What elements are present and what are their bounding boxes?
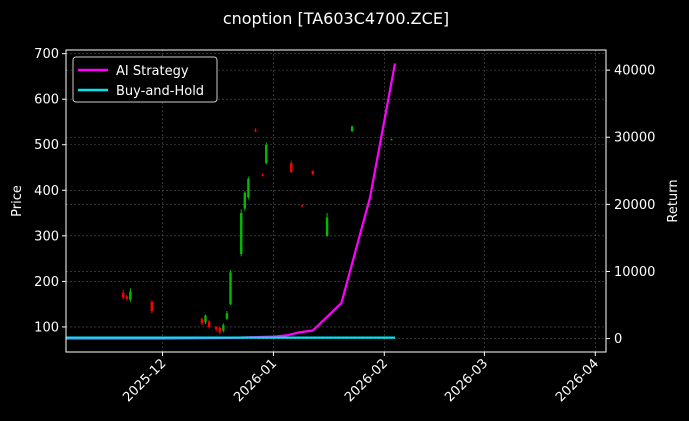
left-tick-label: 100	[34, 320, 59, 335]
candle-body	[129, 291, 132, 300]
candle	[150, 300, 154, 314]
plot-frame	[65, 49, 607, 353]
candle	[254, 128, 257, 132]
right-tick-label: 10000	[614, 265, 655, 280]
candle-body	[122, 292, 125, 298]
candle	[247, 176, 250, 200]
legend-ai-strategy-label: AI Strategy	[116, 64, 189, 79]
left-tick-label: 400	[34, 184, 59, 199]
candle-body	[214, 326, 218, 330]
candle	[214, 326, 218, 332]
right-tick-label: 40000	[614, 64, 655, 79]
left-tick-label: 600	[34, 93, 59, 108]
candle-body	[204, 315, 207, 323]
candle	[207, 320, 211, 329]
right-tick-label: 20000	[614, 198, 655, 213]
candle-body	[240, 213, 243, 255]
candle-body	[311, 171, 314, 174]
candle	[243, 191, 247, 211]
candle-body	[218, 327, 221, 333]
left-tick-label: 300	[34, 229, 59, 244]
candle-body	[265, 144, 268, 163]
candle	[229, 270, 232, 306]
candle	[204, 314, 207, 325]
legend: AI Strategy Buy-and-Hold	[72, 56, 218, 103]
candle-body	[222, 325, 225, 331]
left-tick-label: 500	[34, 138, 59, 153]
legend-buy-and-hold-label: Buy-and-Hold	[116, 84, 204, 99]
left-tick-label: 200	[34, 275, 59, 290]
candle-body	[125, 296, 128, 299]
candle	[265, 142, 268, 165]
return-lines	[66, 63, 397, 340]
candle-body	[254, 130, 257, 132]
candle	[200, 317, 204, 326]
candle	[129, 288, 132, 302]
candle-body	[200, 318, 204, 324]
candle	[311, 170, 314, 175]
right-axis-ticks: 0 10000 20000 30000 40000	[606, 64, 655, 347]
candle	[350, 125, 354, 132]
candle-body	[150, 301, 154, 312]
legend-box	[72, 56, 218, 103]
candle	[240, 209, 243, 257]
candle-body	[390, 139, 393, 141]
candlesticks	[122, 125, 393, 335]
candle-body	[243, 192, 247, 209]
candle	[218, 326, 221, 335]
chart-title: cnoption [TA603C4700.ZCE]	[223, 9, 449, 28]
y-axis-label-right: Return	[666, 179, 681, 222]
candle	[122, 289, 125, 300]
candle-body	[300, 205, 304, 207]
candle-body	[247, 178, 250, 198]
candle-body	[225, 313, 229, 319]
left-axis-ticks: 100 200 300 400 500 600 700	[34, 47, 66, 335]
candle-body	[261, 174, 264, 176]
candle	[125, 295, 128, 301]
candle	[222, 323, 225, 333]
candle	[225, 311, 229, 321]
candle	[390, 138, 393, 141]
right-tick-label: 0	[614, 332, 622, 347]
candle-body	[290, 162, 293, 173]
candle-body	[207, 321, 211, 327]
right-tick-label: 30000	[614, 131, 655, 146]
candle	[261, 173, 264, 177]
candle	[300, 204, 304, 208]
candle-body	[325, 217, 329, 236]
candle	[325, 213, 329, 237]
y-axis-label-left: Price	[10, 185, 25, 217]
candle-body	[229, 272, 232, 305]
left-tick-label: 700	[34, 47, 59, 62]
candle-body	[350, 126, 354, 132]
candle	[290, 160, 293, 173]
